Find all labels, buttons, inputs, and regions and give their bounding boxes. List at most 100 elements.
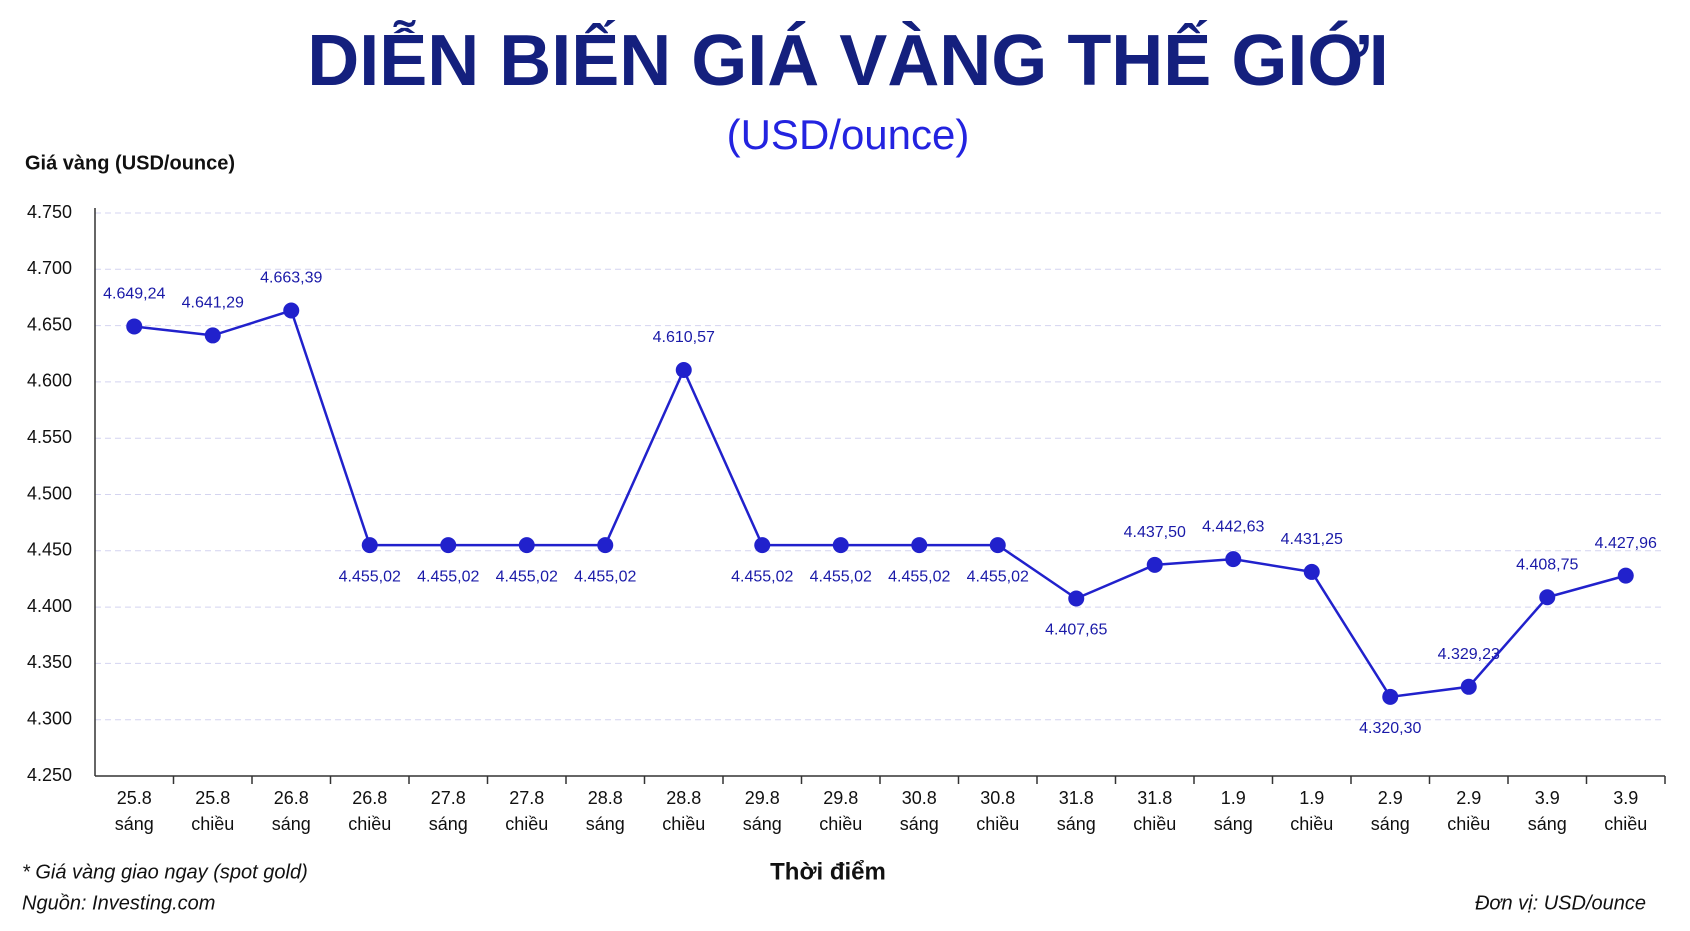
x-tick-label: chiều: [191, 814, 234, 834]
note: * Giá vàng giao ngay (spot gold): [22, 861, 308, 883]
data-point: [1068, 590, 1085, 607]
y-tick-label: 4.300: [27, 708, 72, 728]
data-label: 4.455,02: [888, 568, 950, 585]
data-label: 4.437,50: [1124, 524, 1186, 541]
data-label: 4.320,30: [1359, 720, 1421, 737]
x-tick-label: chiều: [1290, 814, 1333, 834]
data-label: 4.427,96: [1595, 535, 1657, 552]
x-tick-label: 29.8: [745, 788, 780, 808]
x-tick-label: 28.8: [666, 788, 701, 808]
data-label: 4.431,25: [1281, 531, 1343, 548]
x-tick-label: chiều: [1133, 814, 1176, 834]
data-point: [361, 537, 378, 554]
x-tick-label: 26.8: [274, 788, 309, 808]
data-point: [1460, 678, 1477, 695]
data-label: 4.455,02: [339, 568, 401, 585]
x-tick-label: chiều: [1604, 814, 1647, 834]
y-tick-label: 4.600: [27, 371, 72, 391]
x-tick-label: sáng: [429, 814, 468, 834]
y-tick-label: 4.500: [27, 483, 72, 503]
chart-title: DIỄN BIẾN GIÁ VÀNG THẾ GIỚI: [307, 20, 1389, 101]
chart-subtitle: (USD/ounce): [727, 111, 970, 158]
data-point: [1303, 563, 1320, 580]
source: Nguồn: Investing.com: [22, 892, 215, 914]
unit-note: Đơn vị: USD/ounce: [1475, 892, 1646, 914]
data-point: [1225, 551, 1242, 568]
data-label: 4.407,65: [1045, 622, 1107, 639]
y-axis-label: Giá vàng (USD/ounce): [25, 152, 235, 174]
x-tick-label: sáng: [900, 814, 939, 834]
x-tick-label: 25.8: [117, 788, 152, 808]
data-label: 4.455,02: [810, 568, 872, 585]
data-point: [518, 537, 535, 554]
line: [134, 308, 1627, 699]
data-point: [1539, 589, 1556, 606]
data-point: [204, 327, 221, 344]
y-tick-label: 4.450: [27, 540, 72, 560]
data-point: [440, 537, 457, 554]
x-tick-label: 2.9: [1378, 788, 1403, 808]
data-label: 4.455,02: [496, 568, 558, 585]
y-tick-label: 4.650: [27, 314, 72, 334]
x-tick-label: sáng: [1057, 814, 1096, 834]
x-axis-label: Thời điểm: [770, 858, 886, 885]
x-tick-label: 3.9: [1613, 788, 1638, 808]
x-tick-label: 30.8: [902, 788, 937, 808]
y-tick-label: 4.400: [27, 596, 72, 616]
y-tick-label: 4.750: [27, 202, 72, 222]
x-tick-label: sáng: [272, 814, 311, 834]
x-tick-label: chiều: [505, 814, 548, 834]
data-label: 4.408,75: [1516, 556, 1578, 573]
data-point: [1382, 688, 1399, 705]
x-tick-label: chiều: [1447, 814, 1490, 834]
data-label: 4.455,02: [574, 568, 636, 585]
x-tick-label: chiều: [348, 814, 391, 834]
data-label: 4.442,63: [1202, 518, 1264, 535]
x-tick-label: chiều: [819, 814, 862, 834]
data-label: 4.455,02: [731, 568, 793, 585]
x-tick-label: 1.9: [1221, 788, 1246, 808]
data-point: [832, 537, 849, 554]
x-tick-label: 26.8: [352, 788, 387, 808]
x-tick-label: sáng: [1214, 814, 1253, 834]
data-point: [1146, 556, 1163, 573]
x-tick-label: 3.9: [1535, 788, 1560, 808]
x-tick-label: 27.8: [431, 788, 466, 808]
data-label: 4.455,02: [967, 568, 1029, 585]
y-tick-label: 4.250: [27, 765, 72, 785]
data-label: 4.610,57: [653, 329, 715, 346]
data-point: [754, 537, 771, 554]
data-label: 4.329,23: [1438, 646, 1500, 663]
x-tick-label: 30.8: [980, 788, 1015, 808]
x-tick-label: sáng: [1371, 814, 1410, 834]
x-tick-label: 31.8: [1137, 788, 1172, 808]
data-label: 4.649,24: [103, 286, 165, 303]
x-tick-label: sáng: [586, 814, 625, 834]
data-point: [1617, 567, 1634, 584]
data-label: 4.455,02: [417, 568, 479, 585]
y-tick-label: 4.350: [27, 652, 72, 672]
x-tick-label: 27.8: [509, 788, 544, 808]
data-point: [597, 537, 614, 554]
x-tick-label: 25.8: [195, 788, 230, 808]
x-tick-label: 29.8: [823, 788, 858, 808]
x-tick-label: sáng: [115, 814, 154, 834]
x-tick-label: 2.9: [1456, 788, 1481, 808]
x-tick-label: sáng: [1528, 814, 1567, 834]
data-point: [989, 537, 1006, 554]
x-tick-label: chiều: [662, 814, 705, 834]
data-label: 4.663,39: [260, 270, 322, 287]
data-point: [911, 537, 928, 554]
data-point: [675, 361, 692, 378]
x-tick-label: 28.8: [588, 788, 623, 808]
data-point: [126, 318, 143, 335]
x-tick-label: sáng: [743, 814, 782, 834]
x-tick-label: 1.9: [1299, 788, 1324, 808]
y-tick-label: 4.550: [27, 427, 72, 447]
y-tick-label: 4.700: [27, 258, 72, 278]
x-tick-label: 31.8: [1059, 788, 1094, 808]
data-label: 4.641,29: [182, 295, 244, 312]
x-tick-label: chiều: [976, 814, 1019, 834]
data-point: [283, 302, 300, 319]
